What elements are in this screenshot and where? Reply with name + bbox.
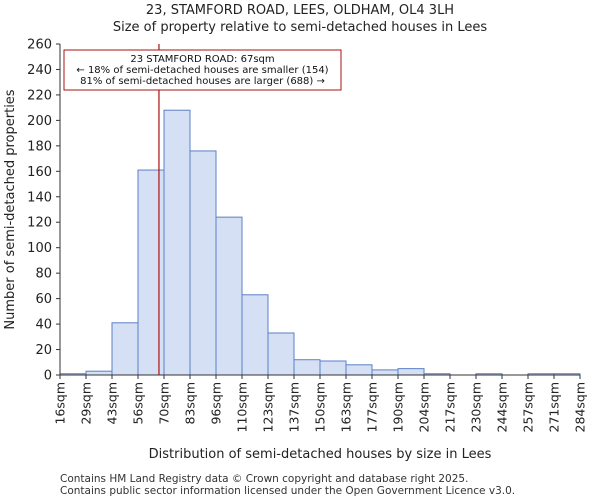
footer-line-2: Contains public sector information licen…	[60, 485, 516, 497]
x-tick-label: 70sqm	[157, 382, 172, 425]
x-tick-label: 284sqm	[573, 382, 588, 432]
y-tick-label: 140	[27, 190, 52, 205]
y-tick-label: 20	[35, 343, 52, 358]
x-tick-label: 163sqm	[339, 382, 354, 432]
x-tick-label: 43sqm	[105, 382, 120, 425]
x-tick-label: 150sqm	[313, 382, 328, 432]
x-axis: 16sqm 29sqm 43sqm 56sqm 70sqm 83sqm 96sqm 110sq…	[53, 374, 588, 432]
x-tick-label: 177sqm	[365, 382, 380, 432]
bar	[345, 364, 373, 376]
y-tick-label: 80	[35, 267, 52, 282]
x-tick-label: 190sqm	[391, 382, 406, 432]
y-tick-label: 160	[27, 165, 52, 180]
y-tick-label: 40	[35, 318, 52, 333]
x-tick-label: 16sqm	[53, 382, 68, 425]
bar	[215, 216, 243, 376]
annotation-line-3: 81% of semi-detached houses are larger (…	[80, 76, 325, 87]
x-tick-label: 271sqm	[547, 382, 562, 432]
bar	[319, 360, 347, 376]
bar	[85, 370, 113, 376]
bar	[371, 369, 399, 376]
y-tick-label: 120	[27, 216, 52, 231]
x-tick-label: 244sqm	[495, 382, 510, 432]
y-tick-label: 180	[27, 139, 52, 154]
annotation-border	[63, 49, 342, 91]
x-tick-label: 137sqm	[287, 382, 302, 432]
x-axis-label: Distribution of semi-detached houses by …	[149, 447, 492, 462]
annotation-line-2: ← 18% of semi-detached houses are smalle…	[76, 65, 328, 76]
footer-line-1: Contains HM Land Registry data © Crown c…	[60, 473, 469, 485]
bar	[189, 150, 217, 376]
annotation-box: 23 STAMFORD ROAD: 67sqm ← 18% of semi-de…	[63, 49, 342, 91]
x-tick-label: 217sqm	[443, 382, 458, 432]
bar	[293, 359, 321, 376]
bar	[111, 322, 139, 376]
bar	[137, 169, 165, 376]
chart-subtitle: Size of property relative to semi-detach…	[112, 20, 488, 35]
y-tick-label: 0	[44, 369, 52, 384]
bar	[267, 332, 295, 376]
x-tick-label: 257sqm	[521, 382, 536, 432]
x-tick-label: 96sqm	[209, 382, 224, 425]
y-tick-label: 100	[27, 241, 52, 256]
bar	[163, 109, 191, 376]
x-tick-label: 110sqm	[235, 382, 250, 432]
bar	[397, 368, 425, 376]
annotation-line-1: 23 STAMFORD ROAD: 67sqm	[130, 54, 274, 65]
y-axis: 0 20 40 60 80 100 120 140 160 180 200 220 240 260	[27, 38, 61, 384]
y-axis-label: Number of semi-detached properties	[3, 89, 18, 329]
y-tick-label: 220	[27, 88, 52, 103]
bars-group	[59, 109, 581, 376]
chart-title: 23, STAMFORD ROAD, LEES, OLDHAM, OL4 3LH	[145, 3, 455, 18]
bar	[241, 294, 269, 376]
y-tick-label: 200	[27, 114, 52, 129]
x-tick-label: 29sqm	[79, 382, 94, 425]
x-tick-label: 83sqm	[183, 382, 198, 425]
y-tick-label: 60	[35, 292, 52, 307]
x-tick-label: 204sqm	[417, 382, 432, 432]
x-tick-label: 56sqm	[131, 382, 146, 425]
y-tick-label: 260	[27, 38, 52, 53]
x-tick-label: 230sqm	[469, 382, 484, 432]
y-tick-label: 240	[27, 63, 52, 78]
x-tick-label: 123sqm	[261, 382, 276, 432]
